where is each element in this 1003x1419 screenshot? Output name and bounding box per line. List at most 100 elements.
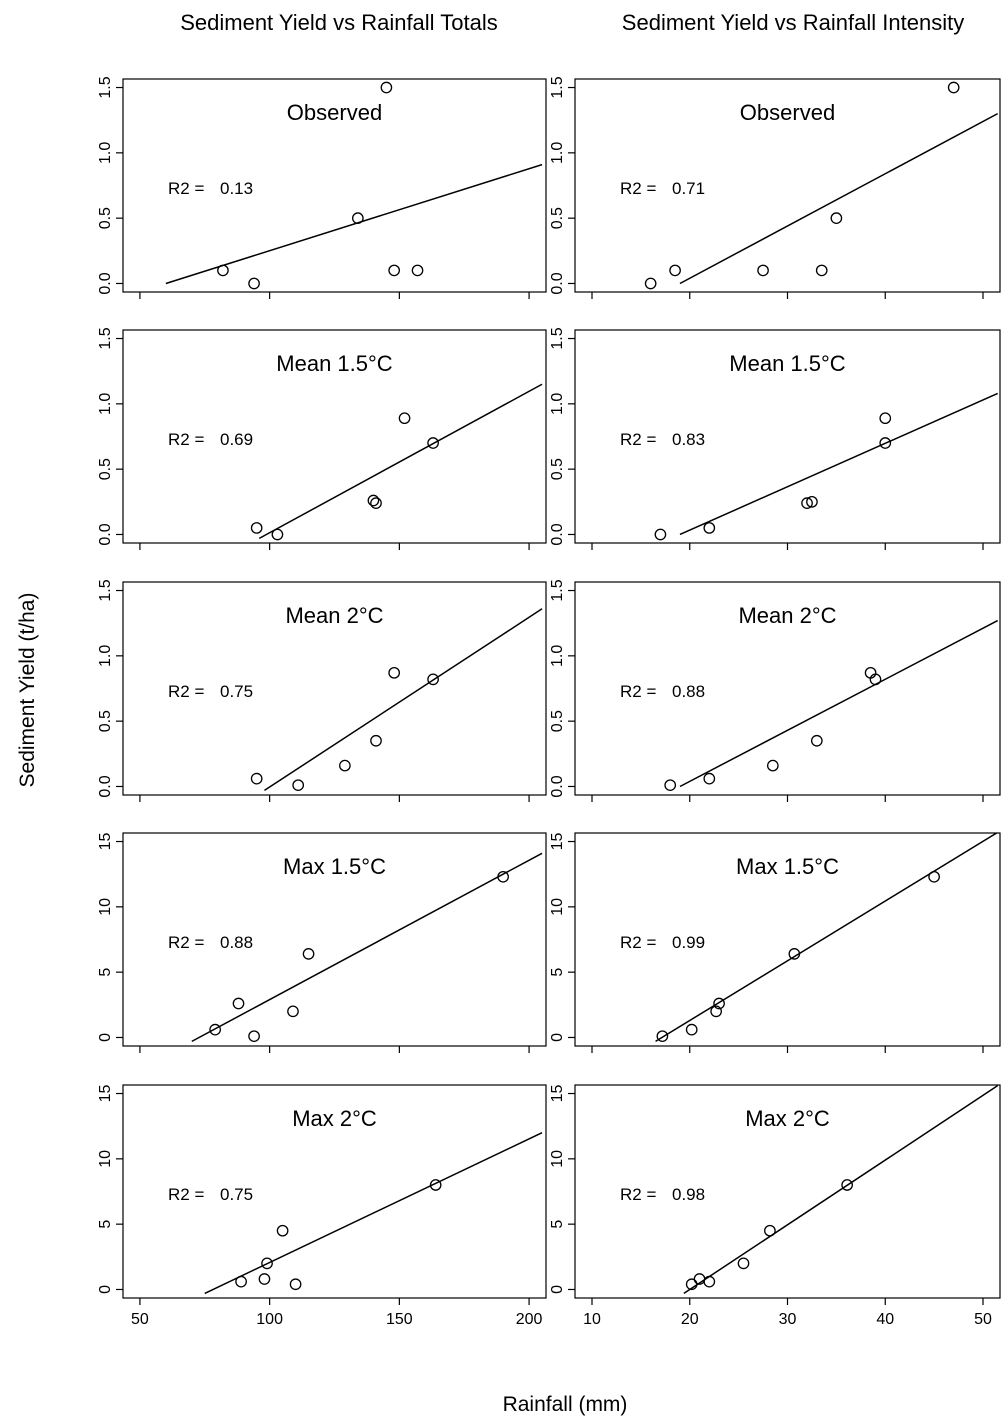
panel-r4-c1: Max 2°C R2 = 0.98 0 5 10 15 10 20 30 40 50 [549, 1084, 1001, 1328]
y-tick-label: 10 [97, 898, 114, 916]
y-tick-label: 1.5 [97, 579, 114, 601]
data-point [388, 264, 401, 277]
data-point [248, 1030, 260, 1043]
data-point [250, 772, 263, 785]
panel-label: Max 1.5°C [283, 854, 386, 879]
x-tick-label: 50 [131, 1311, 149, 1328]
regression-line [679, 392, 998, 536]
x-axis-title: Rainfall (mm) [503, 1393, 628, 1416]
r2-label: R2 = [168, 682, 204, 701]
y-tick-label: 0.0 [97, 272, 114, 294]
data-point [427, 437, 439, 449]
r2-value: 0.99 [672, 933, 705, 952]
y-tick-label: 0.5 [97, 207, 114, 229]
r2-label: R2 = [168, 933, 204, 952]
panel-r1-c1: Mean 1.5°C R2 = 0.83 0.0 0.5 1.0 1.5 [549, 327, 1001, 550]
y-tick-label: 5 [549, 1220, 566, 1229]
regression-line [204, 1132, 543, 1295]
y-tick-label: 15 [549, 1085, 566, 1103]
y-tick-label: 0 [97, 1285, 114, 1294]
data-point [248, 277, 260, 290]
y-tick-label: 1.5 [549, 76, 566, 98]
r2-label: R2 = [620, 430, 656, 449]
r2-label: R2 = [168, 179, 204, 198]
y-tick-label: 0.5 [549, 710, 566, 732]
data-point [928, 870, 940, 883]
y-axis-title: Sediment Yield (t/ha) [16, 593, 39, 788]
data-point [830, 212, 843, 225]
y-tick-label: 1.5 [549, 579, 566, 601]
regression-line [679, 619, 999, 788]
data-point [806, 495, 818, 508]
r2-label: R2 = [620, 1185, 656, 1204]
y-tick-label: 0.0 [549, 523, 566, 545]
x-tick-label: 100 [256, 1311, 283, 1328]
data-point [287, 1005, 299, 1018]
panel-label: Observed [740, 100, 835, 125]
r2-value: 0.13 [220, 179, 253, 198]
data-point [258, 1273, 271, 1285]
x-tick-label: 30 [779, 1311, 797, 1328]
data-point [664, 779, 677, 792]
data-point [669, 264, 681, 277]
y-tick-label: 5 [97, 968, 114, 977]
r2-value: 0.88 [220, 933, 253, 952]
regression-line [655, 833, 999, 1043]
data-point [276, 1224, 289, 1237]
panel-label: Max 1.5°C [736, 854, 839, 879]
y-tick-label: 0 [549, 1285, 566, 1294]
data-point [656, 1030, 669, 1043]
r2-value: 0.71 [672, 179, 705, 198]
data-point [497, 870, 509, 883]
y-tick-label: 10 [549, 898, 566, 916]
r2-label: R2 = [620, 179, 656, 198]
y-tick-label: 5 [549, 968, 566, 977]
panel-label: Mean 1.5°C [729, 351, 846, 376]
data-point [685, 1023, 698, 1036]
panel-label: Mean 2°C [285, 603, 383, 628]
data-point [703, 1275, 716, 1288]
data-point [703, 522, 716, 534]
data-point [815, 264, 828, 277]
y-tick-label: 15 [97, 1085, 114, 1103]
y-tick-label: 0.0 [549, 775, 566, 797]
data-point [398, 412, 411, 425]
y-tick-label: 0.5 [549, 207, 566, 229]
y-tick-label: 5 [97, 1220, 114, 1229]
panel-r0-c0: Observed R2 = 0.13 0.0 0.5 1.0 1.5 [97, 76, 547, 299]
data-point [766, 759, 779, 772]
r2-value: 0.75 [220, 1185, 253, 1204]
panel-frame [122, 329, 547, 544]
r2-label: R2 = [168, 430, 204, 449]
column-title-totals: Sediment Yield vs Rainfall Totals [180, 10, 498, 35]
panel-frame [122, 581, 547, 796]
y-tick-label: 0 [97, 1033, 114, 1042]
regression-line [683, 1085, 999, 1295]
x-tick-label: 40 [876, 1311, 894, 1328]
regression-line [258, 383, 543, 540]
data-point [947, 81, 960, 94]
x-tick-label: 200 [516, 1311, 543, 1328]
r2-label: R2 = [620, 682, 656, 701]
data-point [367, 494, 380, 507]
panel-label: Max 2°C [745, 1106, 830, 1131]
data-point [788, 948, 801, 960]
data-point [217, 264, 229, 277]
data-point [841, 1179, 853, 1191]
panel-r2-c1: Mean 2°C R2 = 0.88 0.0 0.5 1.0 1.5 [549, 579, 1001, 802]
y-tick-label: 1.5 [97, 327, 114, 349]
y-tick-label: 10 [549, 1150, 566, 1168]
regression-line [679, 112, 999, 285]
x-tick-label: 20 [681, 1311, 699, 1328]
panel-label: Mean 2°C [738, 603, 836, 628]
y-tick-label: 0.0 [97, 775, 114, 797]
data-point [427, 673, 439, 686]
panel-label: Observed [287, 100, 382, 125]
r2-value: 0.83 [672, 430, 705, 449]
r2-value: 0.98 [672, 1185, 705, 1204]
data-point [235, 1275, 247, 1288]
panel-r0-c1: Observed R2 = 0.71 0.0 0.5 1.0 1.5 [549, 76, 1001, 299]
y-tick-label: 10 [97, 1150, 114, 1168]
x-tick-label: 50 [974, 1311, 992, 1328]
